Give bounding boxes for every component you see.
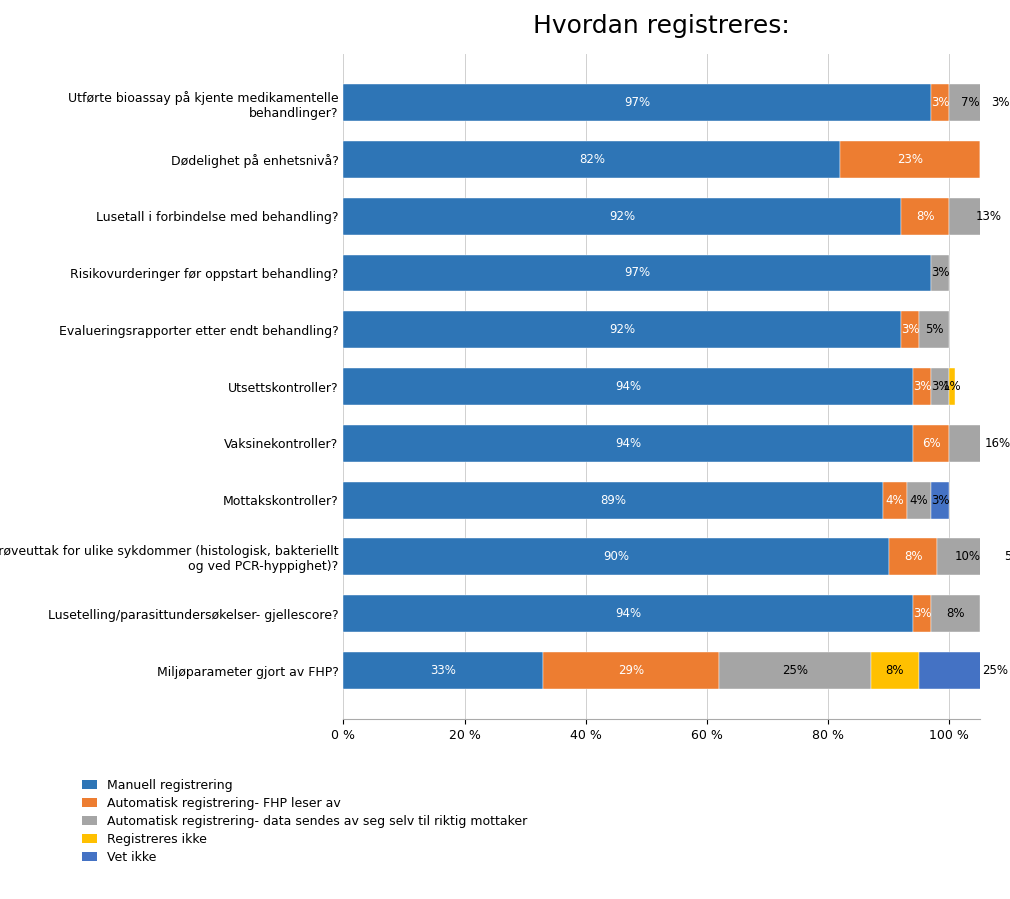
Text: 16%: 16% (985, 437, 1010, 450)
Bar (883, 482, 907, 519)
Bar (907, 482, 931, 519)
Bar (931, 254, 949, 291)
Bar (931, 85, 949, 121)
Bar (913, 595, 931, 632)
Bar (543, 652, 719, 689)
Text: 94%: 94% (615, 380, 641, 393)
Bar (343, 539, 889, 575)
Bar (931, 482, 949, 519)
Text: 8%: 8% (916, 209, 934, 223)
Text: 92%: 92% (609, 324, 635, 336)
Bar (913, 425, 949, 462)
Text: 8%: 8% (886, 664, 904, 677)
Bar (919, 311, 949, 348)
Bar (343, 141, 840, 178)
Text: 97%: 97% (624, 266, 650, 280)
Text: 94%: 94% (615, 607, 641, 620)
Legend: Manuell registrering, Automatisk registrering- FHP leser av, Automatisk registre: Manuell registrering, Automatisk registr… (83, 779, 527, 864)
Text: 1%: 1% (943, 380, 962, 393)
Bar (980, 141, 1010, 178)
Title: Hvordan registreres:: Hvordan registreres: (533, 14, 790, 38)
Bar (949, 368, 955, 405)
Bar (719, 652, 871, 689)
Text: 25%: 25% (782, 664, 808, 677)
Text: 3%: 3% (931, 266, 949, 280)
Text: 7%: 7% (962, 96, 980, 109)
Bar (343, 311, 901, 348)
Bar (998, 539, 1010, 575)
Bar (901, 311, 919, 348)
Text: 3%: 3% (913, 380, 931, 393)
Text: 25%: 25% (982, 664, 1008, 677)
Text: 8%: 8% (904, 550, 922, 564)
Text: 13%: 13% (976, 209, 1002, 223)
Text: 6%: 6% (922, 437, 940, 450)
Bar (931, 368, 949, 405)
Text: 89%: 89% (600, 494, 626, 507)
Text: 97%: 97% (624, 96, 650, 109)
Text: 3%: 3% (931, 494, 949, 507)
Text: 3%: 3% (992, 96, 1010, 109)
Bar (949, 85, 992, 121)
Text: 4%: 4% (886, 494, 904, 507)
Bar (840, 141, 980, 178)
Bar (913, 368, 931, 405)
Text: 5%: 5% (925, 324, 943, 336)
Text: 5%: 5% (1004, 550, 1010, 564)
Bar (343, 198, 901, 235)
Text: 3%: 3% (931, 96, 949, 109)
Bar (949, 425, 1010, 462)
Bar (343, 652, 543, 689)
Bar (919, 652, 1010, 689)
Text: 4%: 4% (910, 494, 928, 507)
Bar (343, 425, 913, 462)
Text: 8%: 8% (946, 607, 965, 620)
Text: 23%: 23% (897, 153, 923, 166)
Bar (992, 85, 1010, 121)
Bar (901, 198, 949, 235)
Text: 94%: 94% (615, 437, 641, 450)
Bar (889, 539, 937, 575)
Text: 3%: 3% (913, 607, 931, 620)
Text: 3%: 3% (931, 380, 949, 393)
Bar (343, 368, 913, 405)
Bar (871, 652, 919, 689)
Text: 10%: 10% (954, 550, 981, 564)
Bar (343, 85, 931, 121)
Bar (949, 198, 1010, 235)
Text: 82%: 82% (579, 153, 605, 166)
Bar (937, 539, 998, 575)
Text: 3%: 3% (901, 324, 919, 336)
Text: 33%: 33% (430, 664, 457, 677)
Bar (931, 595, 980, 632)
Bar (343, 254, 931, 291)
Text: 92%: 92% (609, 209, 635, 223)
Text: 90%: 90% (603, 550, 629, 564)
Text: 29%: 29% (618, 664, 644, 677)
Bar (343, 595, 913, 632)
Bar (343, 482, 883, 519)
